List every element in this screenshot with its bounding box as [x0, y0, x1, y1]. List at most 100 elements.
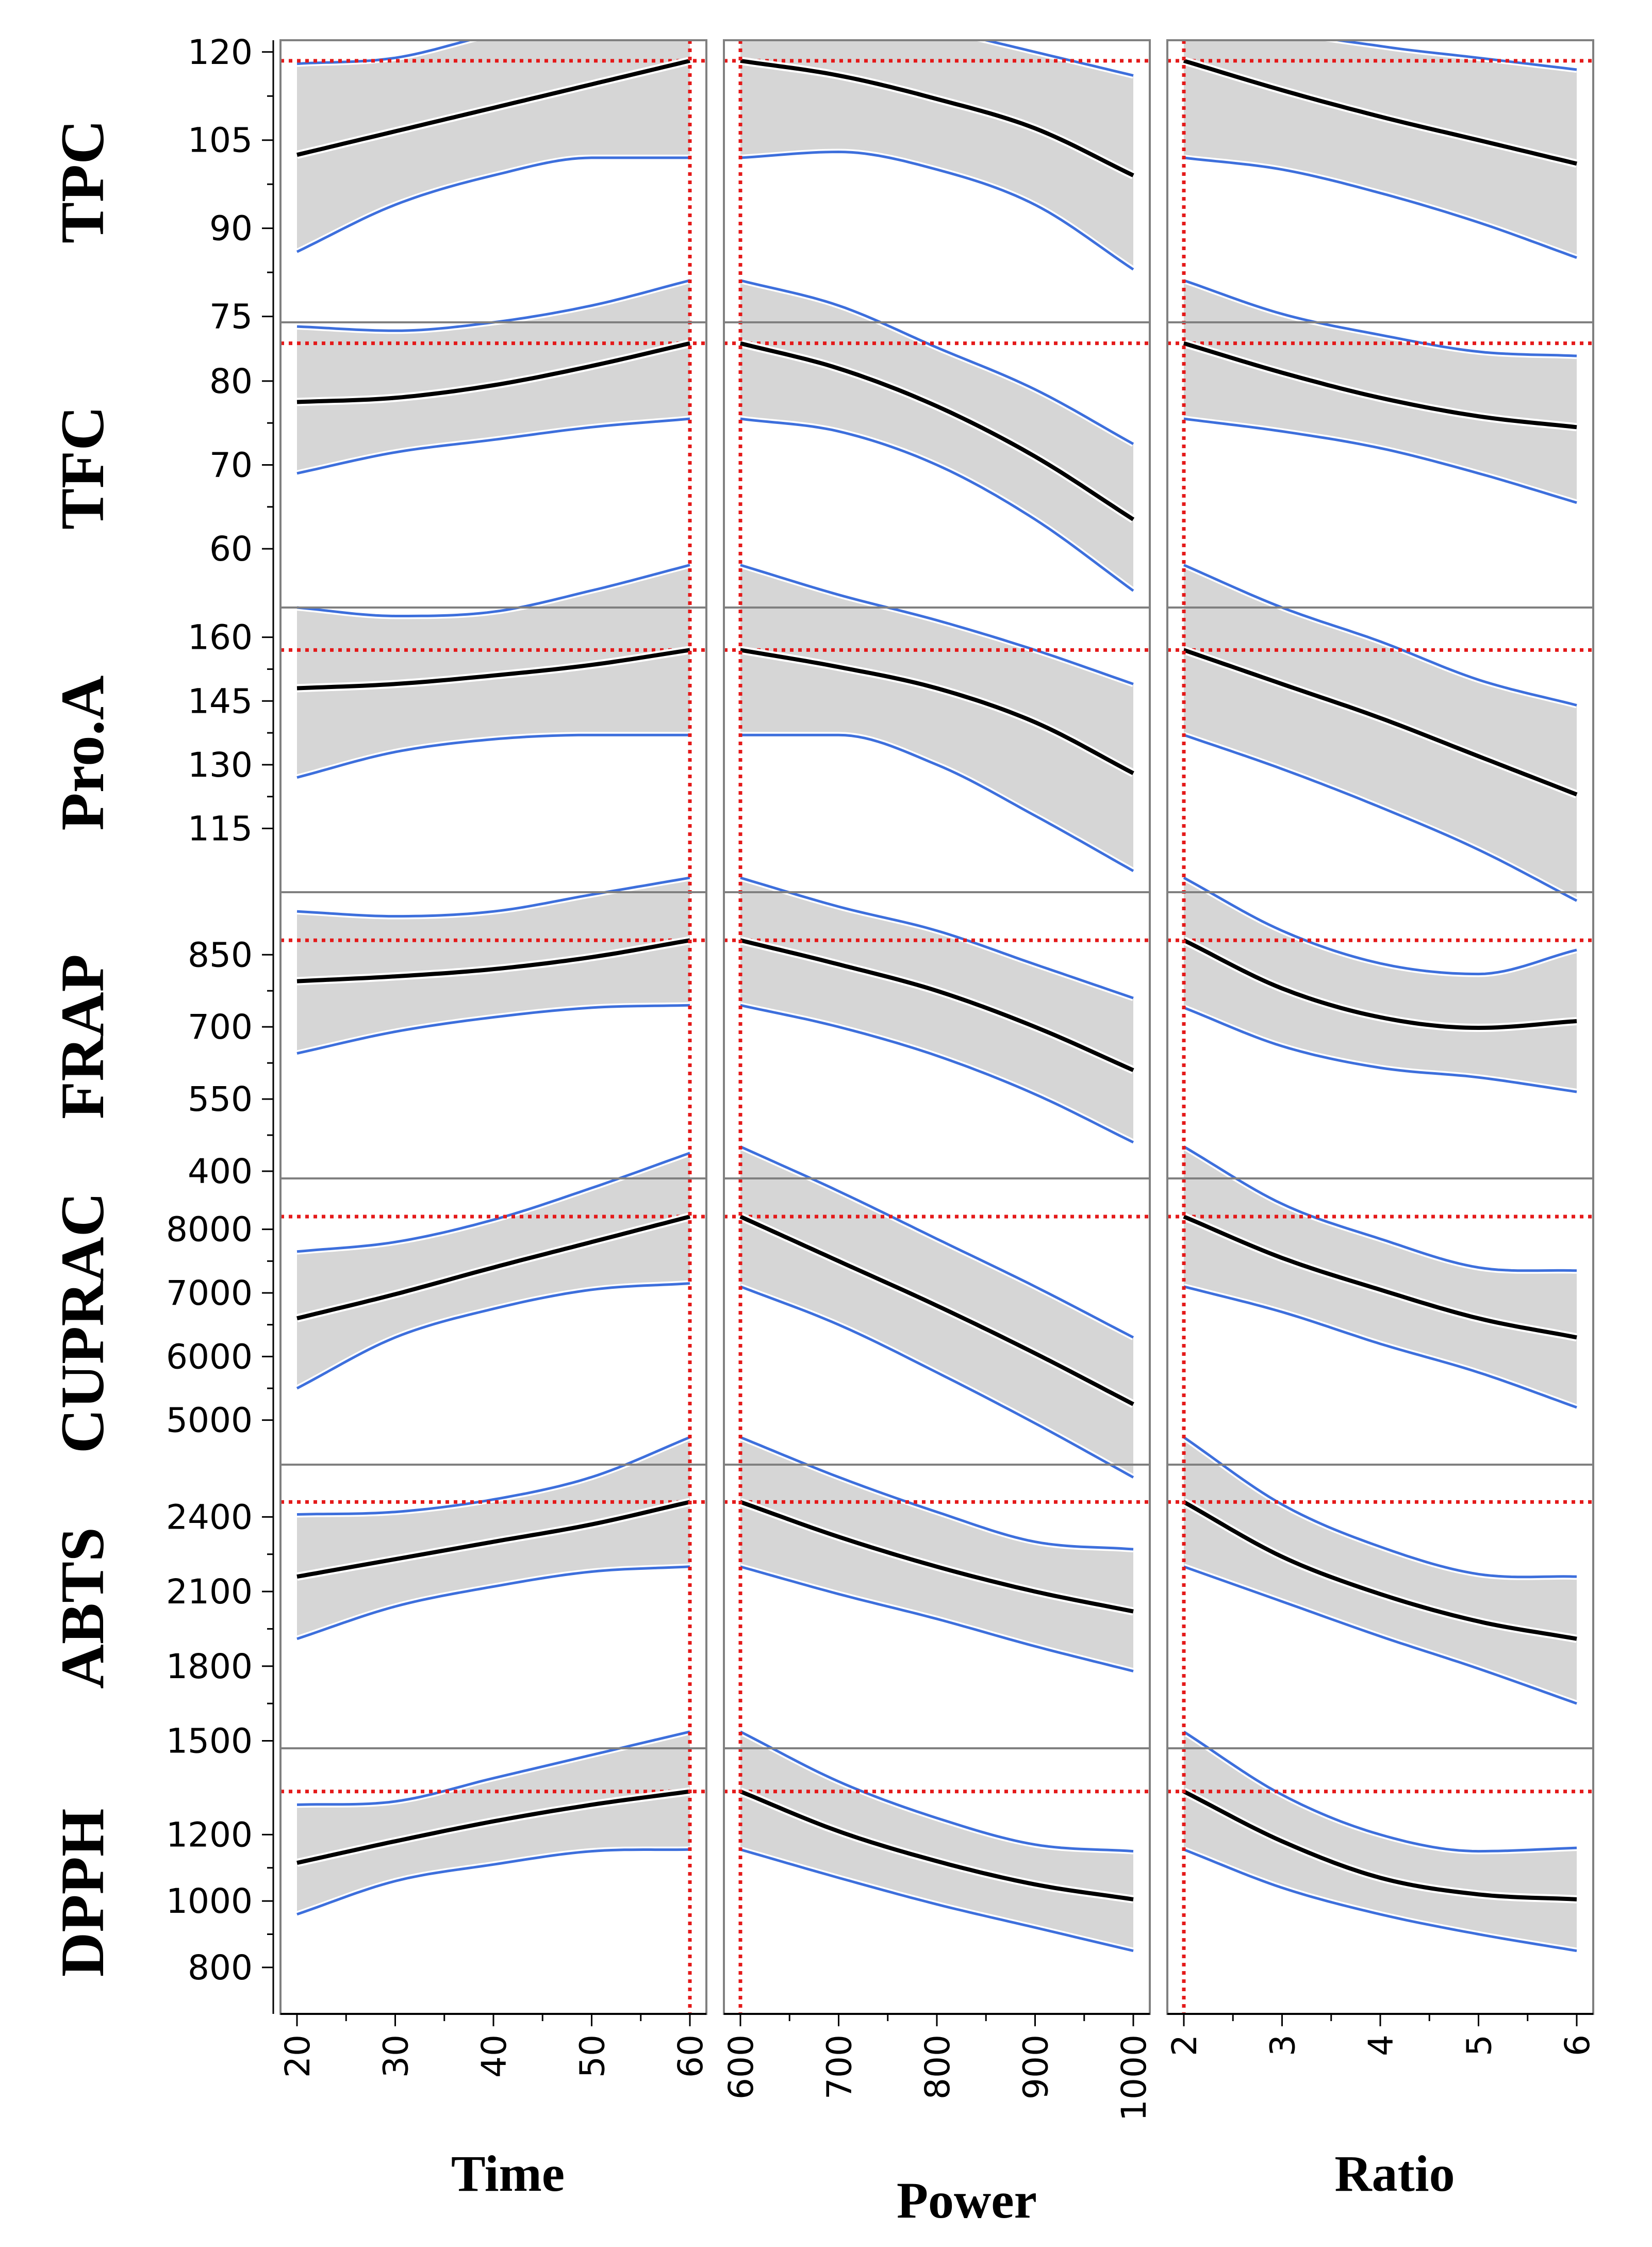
frap-power-band [740, 878, 1133, 1142]
cuprac-y-tick-label: 5000 [166, 1401, 253, 1440]
dpph-y-tick-label: 800 [188, 1948, 253, 1988]
pro-a-y-tick-label: 130 [188, 745, 253, 785]
row-label-tpc: TPC [48, 120, 117, 243]
frap-time-upper-limit [296, 876, 690, 918]
pro-a-y-tick-label: 160 [188, 618, 253, 658]
y-axes: 75 90 105 120 60 70 80 115 130 145 160 400 550 700 850… [166, 32, 274, 2014]
tpc-ratio-upper-limit [1330, 40, 1577, 71]
row-label-cuprac: CUPRAC [48, 1192, 117, 1454]
pro-a-time-upper-limit [296, 564, 690, 617]
dpph-ratio-band [1184, 1731, 1577, 1951]
tfc-time-lower-limit [296, 417, 690, 475]
tfc-power-band [740, 280, 1133, 591]
frap-ratio-upper-limit [1183, 876, 1577, 976]
dpph-power-band [740, 1731, 1133, 1951]
abts-power-band [740, 1437, 1133, 1671]
tpc-y-tick-label: 75 [209, 297, 253, 337]
abts-time-lower-limit [296, 1565, 690, 1641]
factor-label-ratio: Ratio [1334, 2145, 1455, 2202]
pro-a-y-tick-label: 145 [188, 681, 253, 721]
cuprac-time-upper-limit [296, 1152, 690, 1253]
tpc-ratio-band [1184, 40, 1577, 258]
dpph-y-tick-label: 1000 [166, 1881, 253, 1921]
pro-a-ratio-trace [1183, 648, 1578, 797]
cuprac-ratio-band [1184, 1146, 1577, 1407]
dpph-time-trace [296, 1789, 690, 1865]
time-x-tick-label: 50 [573, 2035, 613, 2078]
dpph-ratio-lower-limit [1183, 1848, 1577, 1953]
tpc-ratio-trace [1183, 59, 1577, 166]
prediction-traces [296, 56, 1578, 1904]
power-x-tick-label: 600 [721, 2035, 761, 2100]
pro-a-time-trace [296, 648, 690, 691]
panel-frames [279, 39, 1594, 2015]
cuprac-time-lower-limit [296, 1282, 690, 1390]
pro-a-ratio-band [1184, 565, 1577, 901]
frap-y-tick-label: 400 [188, 1152, 253, 1191]
power-x-tick-label: 800 [918, 2035, 957, 2100]
tfc-ratio-lower-limit [1183, 417, 1577, 504]
current-response-lines [280, 59, 1593, 1794]
frap-power-trace [740, 938, 1134, 1072]
abts-ratio-lower-limit [1183, 1565, 1577, 1705]
frap-y-tick-label: 850 [188, 935, 253, 975]
pro-a-time-band [297, 565, 690, 778]
cuprac-time-trace [296, 1215, 691, 1321]
row-labels: TPC TFC Pro.A FRAP CUPRAC ABTS DPPH [48, 120, 117, 1977]
factor-labels: Time Power Ratio [451, 2145, 1455, 2229]
frap-power-upper-limit [740, 876, 1134, 999]
time-x-tick-label: 20 [278, 2035, 318, 2078]
tpc-time-upper-limit [296, 40, 474, 65]
cuprac-y-tick-label: 7000 [166, 1273, 253, 1313]
pro-a-power-band [740, 565, 1133, 871]
tpc-y-tick-label: 120 [188, 32, 253, 72]
tfc-ratio-upper-limit [1183, 279, 1577, 357]
power-x-tick-label: 900 [1016, 2035, 1056, 2100]
pro-a-power-lower-limit [740, 733, 1134, 872]
cuprac-y-tick-label: 8000 [166, 1210, 253, 1250]
tpc-ratio-lower-limit [1183, 156, 1577, 259]
cuprac-ratio-trace [1183, 1215, 1577, 1340]
frap-ratio-trace [1183, 938, 1577, 1030]
abts-ratio-upper-limit [1183, 1436, 1577, 1579]
pro-a-ratio-upper-limit [1183, 564, 1577, 707]
ratio-x-tick-label: 5 [1460, 2035, 1499, 2056]
dpph-ratio-trace [1183, 1790, 1577, 1901]
abts-y-tick-label: 2100 [166, 1572, 253, 1612]
pro-a-power-upper-limit [740, 564, 1134, 685]
tpc-power-band [740, 40, 1133, 270]
tpc-time-lower-limit [296, 156, 690, 253]
current-factor-lines [688, 40, 1186, 2014]
dpph-time-lower-limit [296, 1848, 690, 1916]
factor-label-power: Power [897, 2172, 1037, 2229]
cuprac-ratio-lower-limit [1183, 1285, 1577, 1409]
abts-time-trace [296, 1500, 690, 1579]
abts-power-trace [739, 1500, 1134, 1614]
ratio-x-tick-label: 3 [1263, 2035, 1303, 2056]
tpc-time-trace [296, 59, 690, 157]
tpc-power-upper-limit [980, 40, 1134, 77]
tfc-ratio-band [1184, 280, 1577, 503]
ratio-x-tick-label: 6 [1558, 2035, 1597, 2056]
tfc-power-upper-limit [740, 279, 1134, 445]
ratio-x-tick-label: 4 [1361, 2035, 1401, 2056]
dpph-power-upper-limit [739, 1730, 1134, 1853]
power-x-tick-label: 700 [820, 2035, 860, 2100]
abts-ratio-band [1184, 1437, 1577, 1704]
tfc-time-band [297, 280, 690, 473]
frap-time-lower-limit [296, 1004, 690, 1055]
tpc-y-tick-label: 90 [209, 209, 253, 249]
factor-label-time: Time [451, 2145, 565, 2202]
row-label-frap: FRAP [48, 954, 117, 1119]
cuprac-power-band [740, 1146, 1133, 1478]
row-label-dpph: DPPH [48, 1809, 117, 1977]
pro-a-power-trace [740, 648, 1134, 775]
x-axes: 20 30 40 50 60 600 700 800 900 1000 2 3 4 5 6 [278, 2013, 1597, 2121]
tfc-power-trace [740, 341, 1135, 521]
cuprac-power-upper-limit [739, 1145, 1134, 1339]
cuprac-ratio-upper-limit [1183, 1145, 1577, 1272]
frap-ratio-lower-limit [1183, 1006, 1577, 1093]
time-x-tick-label: 30 [376, 2035, 416, 2078]
abts-y-tick-label: 2400 [166, 1497, 253, 1537]
